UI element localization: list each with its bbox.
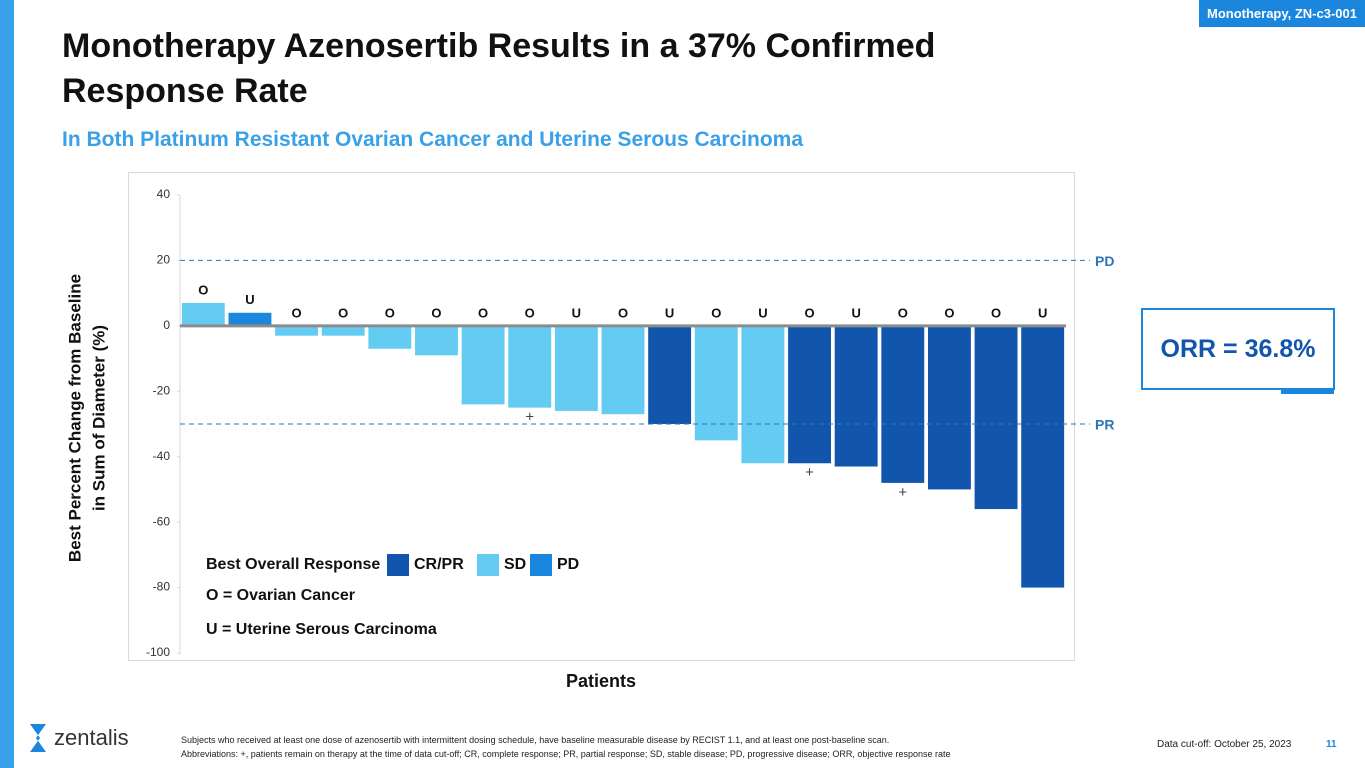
bar	[648, 325, 692, 424]
logo: zentalis	[28, 722, 129, 754]
bar	[881, 325, 925, 483]
bar	[927, 325, 971, 490]
bar-note: +	[805, 464, 814, 481]
bar	[694, 325, 738, 441]
bar-note: +	[898, 484, 907, 501]
bar-category-label: O	[478, 305, 488, 320]
bar-category-label: O	[618, 305, 628, 320]
bar-category-label: U	[572, 305, 581, 320]
legend-swatch	[530, 554, 552, 576]
bar-note: +	[525, 409, 534, 426]
bar	[368, 325, 412, 349]
bar-category-label: O	[991, 305, 1001, 320]
slide-title: Monotherapy Azenosertib Results in a 37%…	[62, 27, 936, 110]
bar-category-label: U	[758, 305, 767, 320]
footnotes: Subjects who received at least one dose …	[181, 733, 950, 761]
y-tick-label: -100	[146, 645, 170, 659]
reference-label: PD	[1095, 253, 1114, 269]
bar	[321, 325, 365, 336]
x-axis-label: Patients	[566, 671, 636, 691]
y-tick-label: -40	[153, 449, 171, 463]
legend-swatch	[477, 554, 499, 576]
y-tick-label: -80	[153, 580, 171, 594]
bar	[1021, 325, 1065, 588]
y-axis-label: in Sum of Diameter (%)	[89, 325, 108, 511]
bar	[834, 325, 878, 467]
orr-callout: ORR = 36.8%	[1141, 308, 1335, 390]
bar-category-label: O	[944, 305, 954, 320]
y-tick-label: -20	[153, 383, 171, 397]
logo-text: zentalis	[54, 725, 129, 750]
bar	[741, 325, 785, 464]
key-text: U = Uterine Serous Carcinoma	[206, 621, 437, 638]
bar-category-label: O	[804, 305, 814, 320]
bar	[601, 325, 645, 415]
legend-title: Best Overall Response	[206, 556, 380, 573]
legend-swatch	[387, 554, 409, 576]
y-tick-label: 40	[157, 187, 171, 201]
bar-category-label: U	[245, 292, 254, 307]
legend-label: CR/PR	[414, 556, 464, 573]
bar	[788, 325, 831, 464]
y-tick-label: -60	[153, 514, 171, 528]
y-axis-label: Best Percent Change from Baseline	[65, 274, 84, 562]
slide-subtitle: In Both Platinum Resistant Ovarian Cance…	[62, 128, 804, 151]
bar-category-label: O	[198, 282, 208, 297]
bar	[228, 312, 272, 326]
bar	[275, 325, 319, 336]
bar	[181, 302, 225, 326]
bar	[508, 325, 552, 408]
bar-category-label: O	[711, 305, 721, 320]
bar-category-label: O	[525, 305, 535, 320]
bar-category-label: O	[292, 305, 302, 320]
key-text: O = Ovarian Cancer	[206, 587, 355, 604]
y-tick-label: 20	[157, 253, 171, 267]
bar-category-label: U	[665, 305, 674, 320]
legend-label: SD	[504, 556, 526, 573]
bar-category-label: U	[851, 305, 860, 320]
footnote: Subjects who received at least one dose …	[181, 735, 890, 745]
chart-frame	[128, 172, 1075, 661]
bar	[974, 325, 1018, 510]
section-tag: Monotherapy, ZN-c3-001	[1198, 0, 1365, 27]
bar-category-label: O	[338, 305, 348, 320]
y-tick-label: 0	[163, 318, 170, 332]
bar-category-label: O	[385, 305, 395, 320]
bar-category-label: O	[431, 305, 441, 320]
data-cutoff: Data cut-off: October 25, 2023	[1157, 739, 1292, 750]
reference-label: PR	[1095, 417, 1114, 433]
logo-mark	[30, 724, 46, 752]
bar-category-label: O	[898, 305, 908, 320]
bar-category-label: U	[1038, 305, 1047, 320]
footnote: Abbreviations: +, patients remain on the…	[181, 749, 951, 759]
bar	[554, 325, 598, 411]
page-number: 11	[1326, 739, 1337, 750]
bar	[461, 325, 505, 405]
legend-label: PD	[557, 556, 579, 573]
bar	[415, 325, 458, 356]
side-stripe	[0, 0, 14, 768]
